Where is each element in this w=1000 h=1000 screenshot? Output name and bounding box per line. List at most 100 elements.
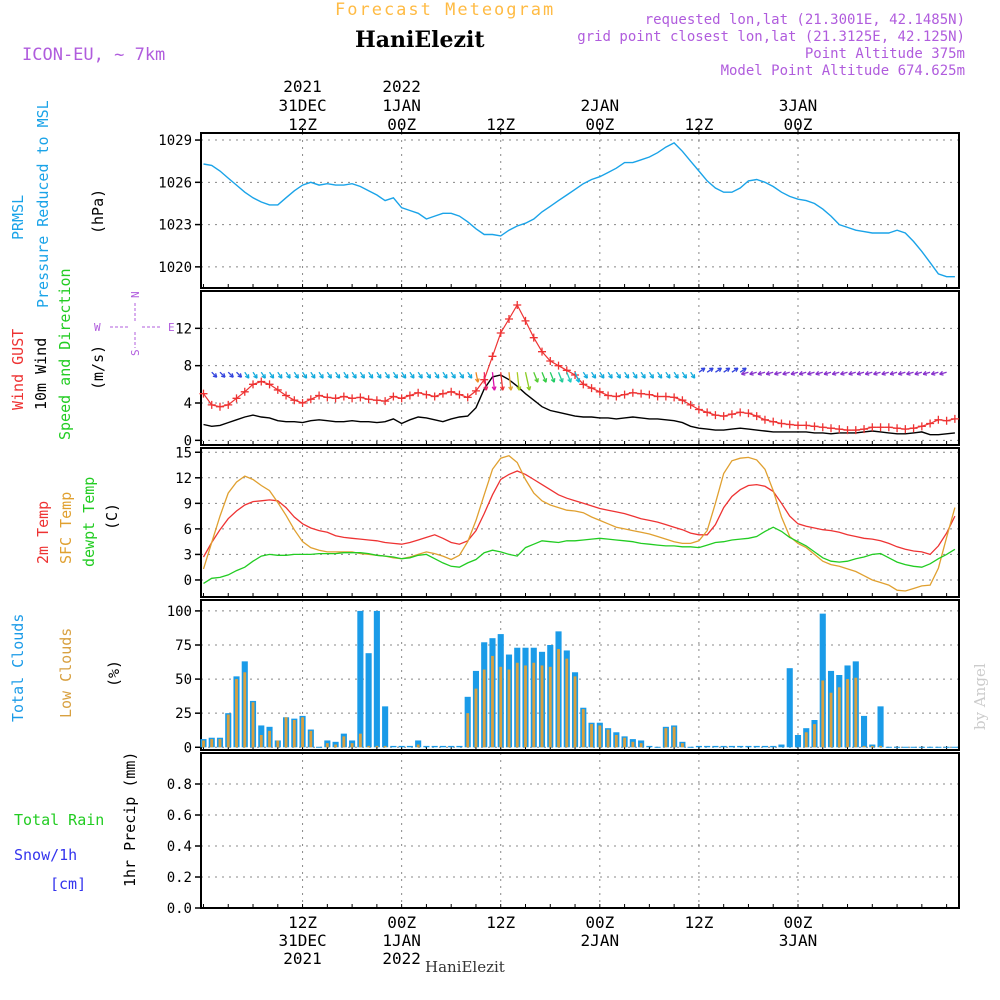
y-tick-label: 0.2 [167,870,192,886]
total-cloud-bar [646,745,653,748]
snow-label: Snow/1h [14,846,77,864]
time-label-bottom: 2022 [382,949,421,968]
wind-arrow-head [939,370,944,376]
time-label-top: 12Z [486,115,515,134]
wind-arrow-head [666,374,671,379]
y-tick-label: 6 [184,522,192,538]
wind-arrow-head [516,386,522,391]
time-label-bottom: 31DEC [278,931,326,950]
gust-marker [381,397,390,406]
gust-marker [884,423,893,432]
gust-marker [488,352,497,361]
gust-marker [315,391,324,400]
prmsl-label: PRMSL [9,195,27,240]
gust-marker [438,389,447,398]
low-cloud-bar [598,725,602,748]
gust-marker [736,408,745,417]
panel-frame [200,447,960,598]
gust-marker [356,393,365,402]
low-cloud-bar [606,729,610,748]
gust-marker [620,390,629,399]
wind-arrow [508,372,512,391]
gust-marker [199,389,208,398]
gust-marker [909,424,918,433]
model-name: ICON-EU, ~ 7km [22,45,165,65]
wind-arrow-head [352,374,357,379]
gust-marker [224,400,233,409]
wind-arrow-head [657,374,663,379]
wind-arrow-head [700,367,706,373]
wind-arrow-head [244,374,250,379]
temperature-panel: 2m Temp SFC Temp dewpt Temp (C) 0 3 6 9 12 15 [34,445,956,592]
gust-marker [232,394,241,403]
pressure-unit: (hPa) [89,189,107,234]
gust-marker [793,421,802,430]
clouds-unit: (%) [105,660,123,687]
wind-10m-label: 10m Wind [32,338,50,410]
location-title: HaniElezit [355,27,485,53]
pressure-panel: PRMSL Pressure Reduced to MSL (hPa) 1020… [9,100,955,308]
gust-marker [637,389,646,398]
gust-marker [290,396,299,405]
footer-name: HaniElezit [425,958,505,976]
wind-arrow-head [583,374,588,379]
total-cloud-bar [695,745,702,748]
gust-marker [628,388,637,397]
time-label-bottom: 2JAN [581,931,620,950]
wind-arrow-head [649,374,655,379]
wind-arrow-head [459,374,465,379]
y-tick-label: 25 [175,706,192,722]
total-cloud-bar [761,745,769,748]
wind-arrow [524,372,531,391]
wind-arrow-head [220,373,226,378]
gust-marker [323,393,332,402]
temp2m-line [202,470,956,558]
gust-marker [827,424,836,433]
wind-arrow [491,372,496,391]
wind-arrow-head [526,386,532,391]
wind-arrow-head [624,374,630,379]
y-tick-label: 100 [167,604,192,620]
wind-arrow-head [864,370,870,376]
wind-arrow [566,371,572,383]
y-tick-label: 1020 [158,260,192,276]
wind-arrow-head [310,374,316,379]
wind-arrow-head [674,374,679,379]
gust-marker [678,396,687,405]
gust-marker [760,415,769,424]
low-cloud-bar [202,740,205,748]
gust-marker [719,412,728,421]
wind-gust-label: Wind GUST [9,329,27,410]
wind-arrow-head [385,374,390,379]
wind-arrow-head [508,386,514,391]
gust-marker [917,422,926,431]
y-tick-label: 9 [184,496,192,512]
time-label-top: 00Z [387,115,416,134]
time-label-bottom: 00Z [585,913,614,932]
low-cloud-bar [524,665,527,748]
gust-marker [810,422,819,431]
gust-marker [686,400,695,409]
wind-arrow-head [682,374,688,379]
temp2m-label: 2m Temp [34,501,52,564]
low-cloud-bar [548,666,552,748]
pressure-msl-label: Pressure Reduced to MSL [34,100,52,308]
low-cloud-bar [573,676,577,748]
low-cloud-bar [672,726,676,748]
wind-arrow-head [294,374,299,379]
gust-marker [711,411,720,420]
low-cloud-bar [466,713,470,748]
gust-marker [876,423,885,432]
wind-arrow [557,371,564,383]
y-tick-label: 0.8 [167,777,192,793]
wind-arrow-head [344,374,349,379]
gust-marker [521,316,530,325]
gust-marker [604,391,613,400]
wind-arrow-head [897,370,903,376]
y-tick-label: 8 [184,359,192,375]
low-cloud-bar [235,679,238,748]
y-tick-label: 0.0 [167,901,192,917]
gust-marker [257,377,266,386]
wind-arrow-head [815,370,820,376]
y-tick-label: 0.6 [167,808,192,824]
